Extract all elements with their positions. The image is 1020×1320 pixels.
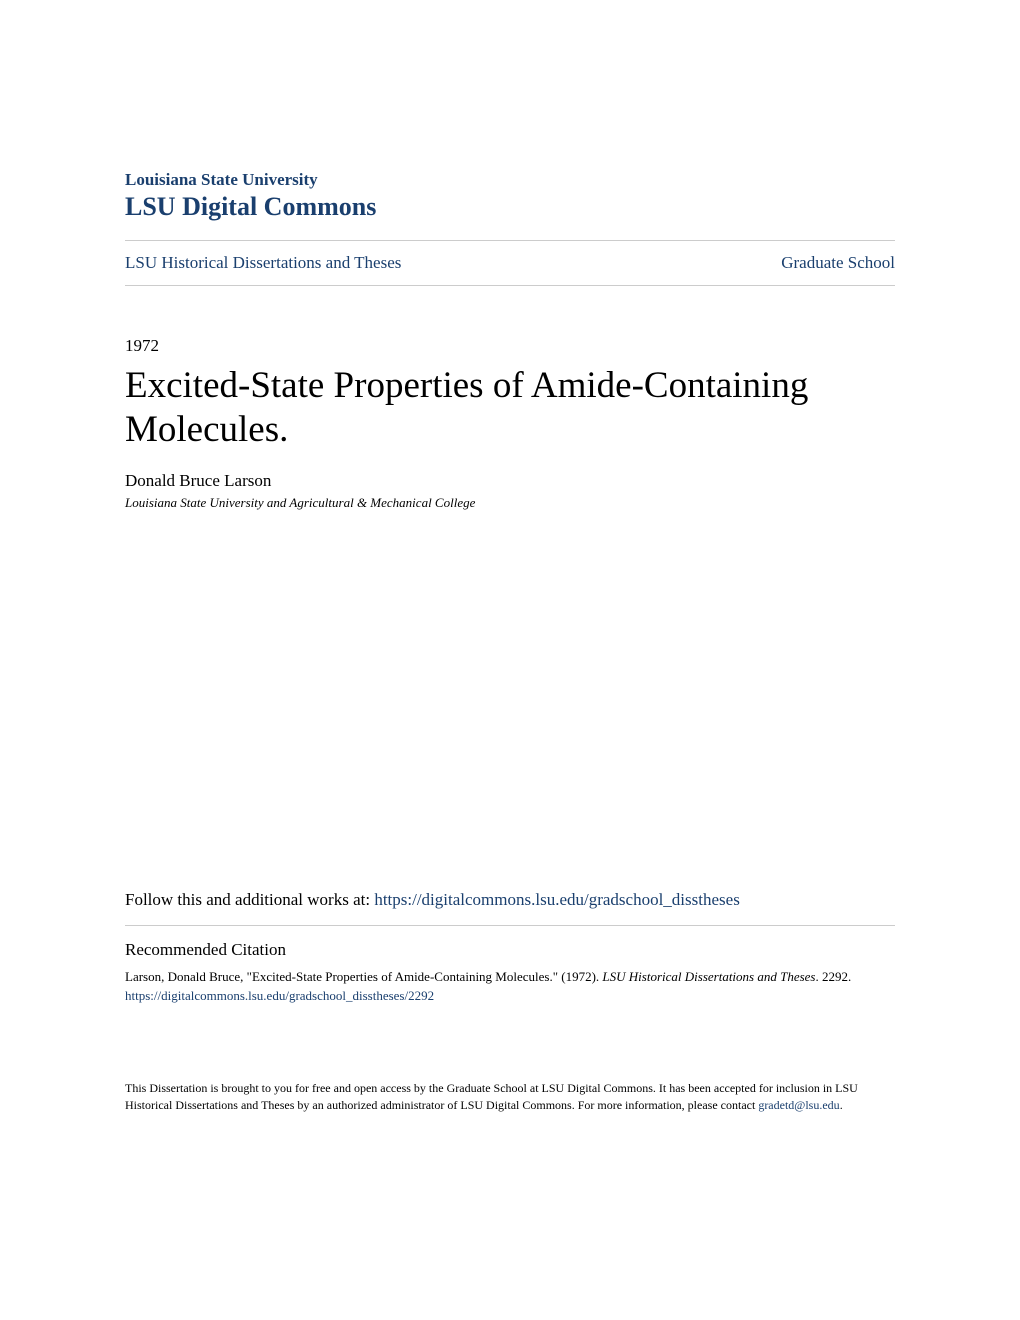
follow-link[interactable]: https://digitalcommons.lsu.edu/gradschoo… xyxy=(374,890,739,909)
contact-email[interactable]: gradetd@lsu.edu xyxy=(758,1098,839,1112)
collection-link[interactable]: LSU Historical Dissertations and Theses xyxy=(125,253,401,273)
institution-name: Louisiana State University xyxy=(125,170,895,190)
author-affiliation: Louisiana State University and Agricultu… xyxy=(125,495,895,511)
citation-body: Larson, Donald Bruce, "Excited-State Pro… xyxy=(125,968,895,986)
footer-period: . xyxy=(840,1098,843,1112)
citation-author-part: Larson, Donald Bruce, "Excited-State Pro… xyxy=(125,969,602,984)
citation-number: . 2292. xyxy=(816,969,852,984)
follow-text: Follow this and additional works at: xyxy=(125,890,374,909)
publication-year: 1972 xyxy=(125,336,895,356)
citation-link[interactable]: https://digitalcommons.lsu.edu/gradschoo… xyxy=(125,988,895,1004)
citation-heading: Recommended Citation xyxy=(125,940,895,960)
author-name: Donald Bruce Larson xyxy=(125,471,895,491)
nav-bar: LSU Historical Dissertations and Theses … xyxy=(125,240,895,286)
digital-commons-title[interactable]: LSU Digital Commons xyxy=(125,192,895,222)
document-title: Excited-State Properties of Amide-Contai… xyxy=(125,364,895,453)
citation-series: LSU Historical Dissertations and Theses xyxy=(602,969,815,984)
follow-section: Follow this and additional works at: htt… xyxy=(125,890,895,926)
school-link[interactable]: Graduate School xyxy=(781,253,895,273)
citation-section: Recommended Citation Larson, Donald Bruc… xyxy=(125,940,895,1004)
footer-note: This Dissertation is brought to you for … xyxy=(125,1080,895,1114)
footer-text: This Dissertation is brought to you for … xyxy=(125,1081,858,1112)
